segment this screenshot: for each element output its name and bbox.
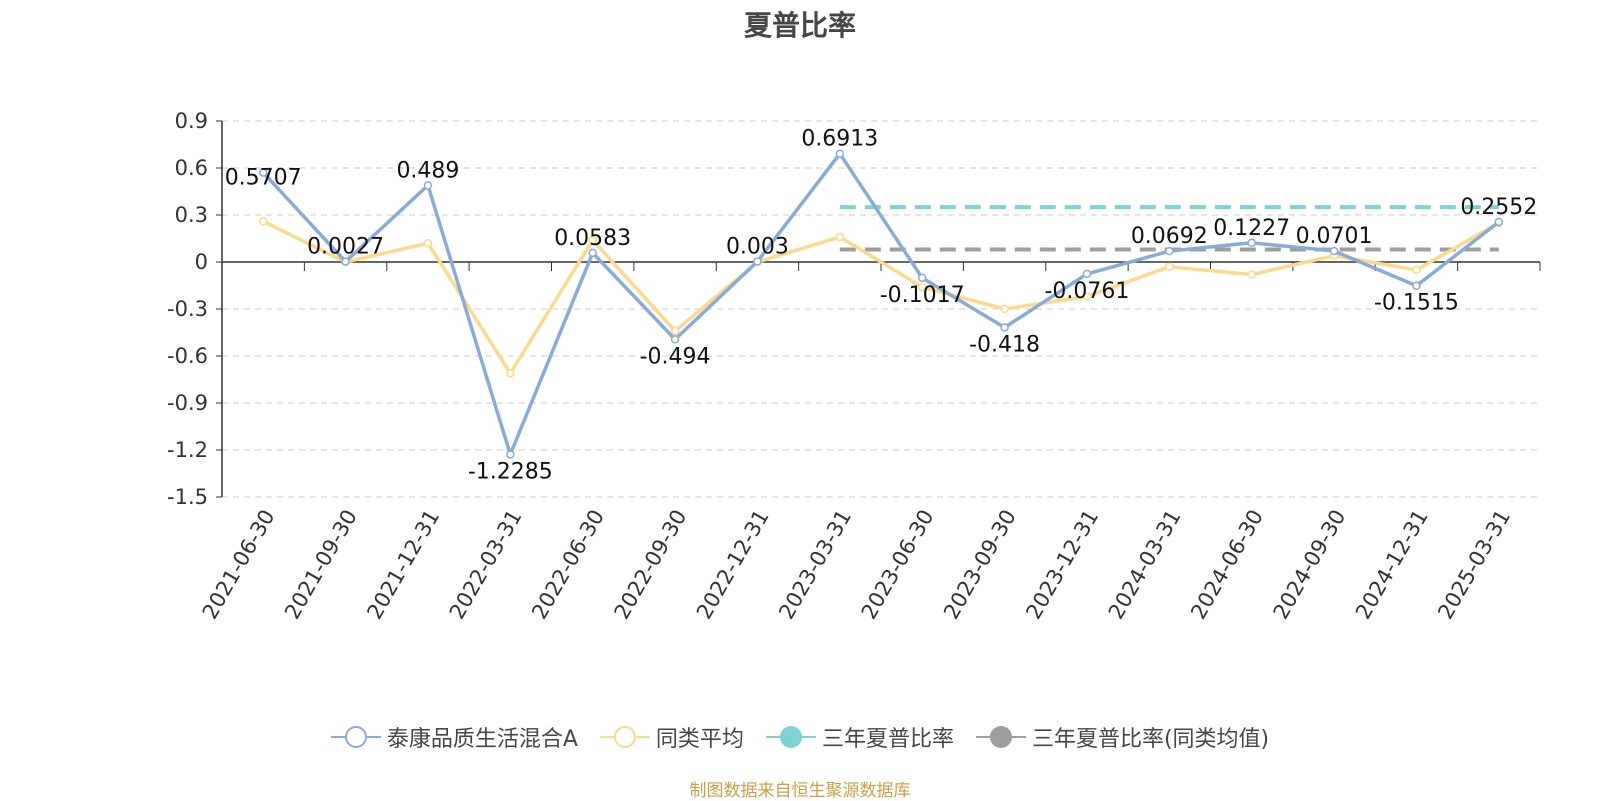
x-tick-label: 2022-03-31 — [445, 506, 527, 624]
legend-label-fund: 泰康品质生活混合A — [386, 727, 578, 752]
fund-data-label: 0.489 — [396, 158, 459, 183]
fund-data-label: 0.2552 — [1460, 195, 1537, 220]
category-avg-point — [670, 326, 680, 336]
y-tick-label: -0.3 — [167, 297, 208, 321]
legend-three-year-sharpe-icon — [765, 726, 816, 748]
x-tick-label: 2023-03-31 — [774, 506, 856, 624]
category-avg-point — [258, 217, 268, 226]
category-avg-series-line — [262, 219, 1500, 375]
fund-data-label: 0.0692 — [1131, 224, 1208, 249]
fund-point — [1247, 238, 1256, 248]
legend-item-fund[interactable]: 泰康品质生活混合A — [330, 721, 578, 753]
fund-point — [506, 450, 515, 459]
x-tick-label: 2024-09-30 — [1269, 506, 1351, 624]
x-tick-label: 2021-12-31 — [362, 506, 444, 624]
fund-data-label: -0.0761 — [1044, 279, 1129, 304]
axis-layer: 0.9 0.6 0.3 0 -0.3 -0.6 -0.9 -1.2 -1.52021-06-30… — [167, 109, 1541, 624]
fund-point — [1329, 246, 1339, 256]
category-avg-point — [1247, 270, 1256, 279]
y-tick-label: -1.2 — [167, 438, 208, 462]
fund-data-label: 0.0583 — [554, 226, 631, 251]
fund-point — [1412, 281, 1421, 290]
legend-label-category-avg: 同类平均 — [655, 727, 744, 752]
category-avg-point — [917, 282, 927, 292]
y-tick-label: 0 — [195, 250, 208, 274]
data-source-note: 制图数据来自恒生聚源数据库 — [689, 781, 911, 801]
fund-data-label: -0.1515 — [1374, 291, 1459, 316]
fund-data-label: -1.2285 — [468, 459, 553, 484]
fund-point — [588, 248, 597, 258]
x-tick-label: 2024-06-30 — [1186, 506, 1268, 624]
category-avg-point — [1165, 262, 1174, 271]
fund-data-label: -0.418 — [969, 332, 1040, 357]
y-tick-label: -0.9 — [167, 391, 208, 415]
x-tick-label: 2022-12-31 — [692, 506, 774, 624]
x-tick-label: 2025-03-31 — [1433, 506, 1515, 624]
legend-three-year-sharpe-avg-icon — [975, 726, 1026, 748]
x-tick-label: 2024-03-31 — [1104, 506, 1186, 624]
x-tick-label: 2023-09-30 — [939, 506, 1021, 624]
fund-point — [835, 149, 845, 158]
x-tick-label: 2024-12-31 — [1351, 506, 1433, 624]
category-avg-point — [1000, 304, 1009, 314]
legend-item-three-year-sharpe[interactable]: 三年夏普比率 — [765, 721, 954, 753]
y-tick-label: -0.6 — [167, 344, 208, 368]
chart-title: 夏普比率 — [743, 9, 856, 42]
legend-fund-line-icon — [330, 726, 381, 748]
category-avg-point — [1082, 292, 1092, 301]
y-tick-label: 0.9 — [175, 109, 208, 133]
fund-point — [917, 273, 927, 283]
data-labels-layer: 0.5707 0.0027 0.489 -1.2285 0.0583 -0.494 0.00… — [225, 127, 1538, 485]
y-tick-label: 0.6 — [175, 156, 208, 180]
fund-point — [1165, 246, 1174, 256]
fund-point — [1000, 323, 1009, 332]
x-tick-label: 2021-09-30 — [280, 506, 362, 624]
fund-data-label: 0.0027 — [307, 235, 384, 260]
fund-point — [753, 257, 762, 266]
legend-label-three-year-sharpe-avg: 三年夏普比率(同类均值) — [1031, 727, 1270, 752]
legend-item-three-year-sharpe-avg[interactable]: 三年夏普比率(同类均值) — [975, 721, 1270, 753]
x-tick-label: 2023-12-31 — [1021, 506, 1103, 624]
fund-point — [258, 168, 268, 177]
fund-point — [670, 335, 680, 344]
fund-point — [341, 257, 350, 266]
x-tick-label: 2021-06-30 — [198, 506, 280, 624]
fund-data-label: 0.6913 — [801, 127, 878, 152]
fund-data-label: 0.003 — [726, 235, 789, 260]
legend-label-three-year-sharpe: 三年夏普比率 — [821, 727, 954, 752]
category-avg-point — [1412, 265, 1421, 275]
legend-category-avg-line-icon — [599, 726, 650, 748]
fund-data-label: 0.5707 — [225, 166, 302, 191]
y-tick-label: -1.5 — [167, 485, 208, 509]
fund-point — [1082, 269, 1092, 279]
fund-point — [423, 181, 433, 190]
x-tick-label: 2022-06-30 — [527, 506, 609, 624]
category-avg-point — [423, 238, 433, 248]
fund-series-line — [261, 151, 1500, 457]
category-avg-point — [835, 232, 845, 242]
series-layer — [258, 149, 1504, 459]
fund-data-label: 0.0701 — [1296, 224, 1373, 249]
y-tick-label: 0.3 — [175, 203, 208, 227]
fund-data-label: 0.1227 — [1213, 216, 1290, 241]
x-tick-label: 2022-09-30 — [610, 506, 692, 624]
legend-item-category-avg[interactable]: 同类平均 — [599, 721, 744, 753]
fund-data-label: -0.494 — [640, 344, 711, 369]
category-avg-point — [506, 368, 515, 378]
fund-point — [1494, 217, 1504, 227]
x-tick-label: 2023-06-30 — [857, 506, 939, 624]
category-avg-point — [588, 235, 597, 245]
legend: 泰康品质生活混合A 同类平均 三年夏普比率 三年夏普比率(同类均值) — [0, 722, 1600, 752]
fund-data-label: -0.1017 — [880, 283, 965, 308]
